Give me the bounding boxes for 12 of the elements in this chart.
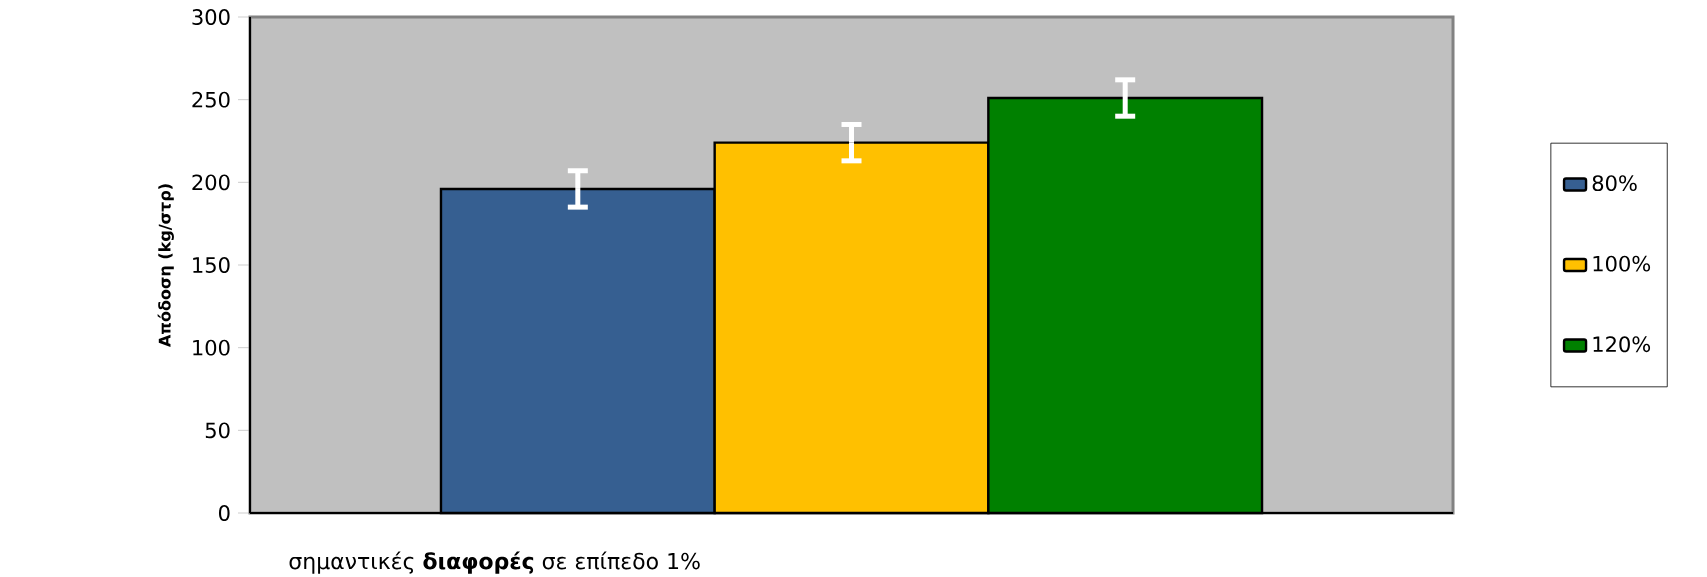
legend-label: 80%: [1592, 175, 1637, 192]
y-tick-label: 50: [205, 422, 230, 439]
y-tick-label: 0: [218, 505, 230, 521]
y-tick-label: 150: [193, 257, 230, 273]
legend-label: 120%: [1593, 336, 1651, 353]
y-tick-label: 250: [192, 91, 230, 108]
text: σημαντικές διαφορές σε επίπεδο 1%: [289, 551, 700, 574]
legend-label: 100%: [1593, 255, 1651, 272]
y-tick-label: 200: [192, 174, 230, 191]
y-tick-label: 300: [192, 9, 230, 25]
y-axis-title: Απόδοση (kg/στρ): [157, 184, 174, 347]
y-tick-label: 100: [193, 339, 230, 356]
